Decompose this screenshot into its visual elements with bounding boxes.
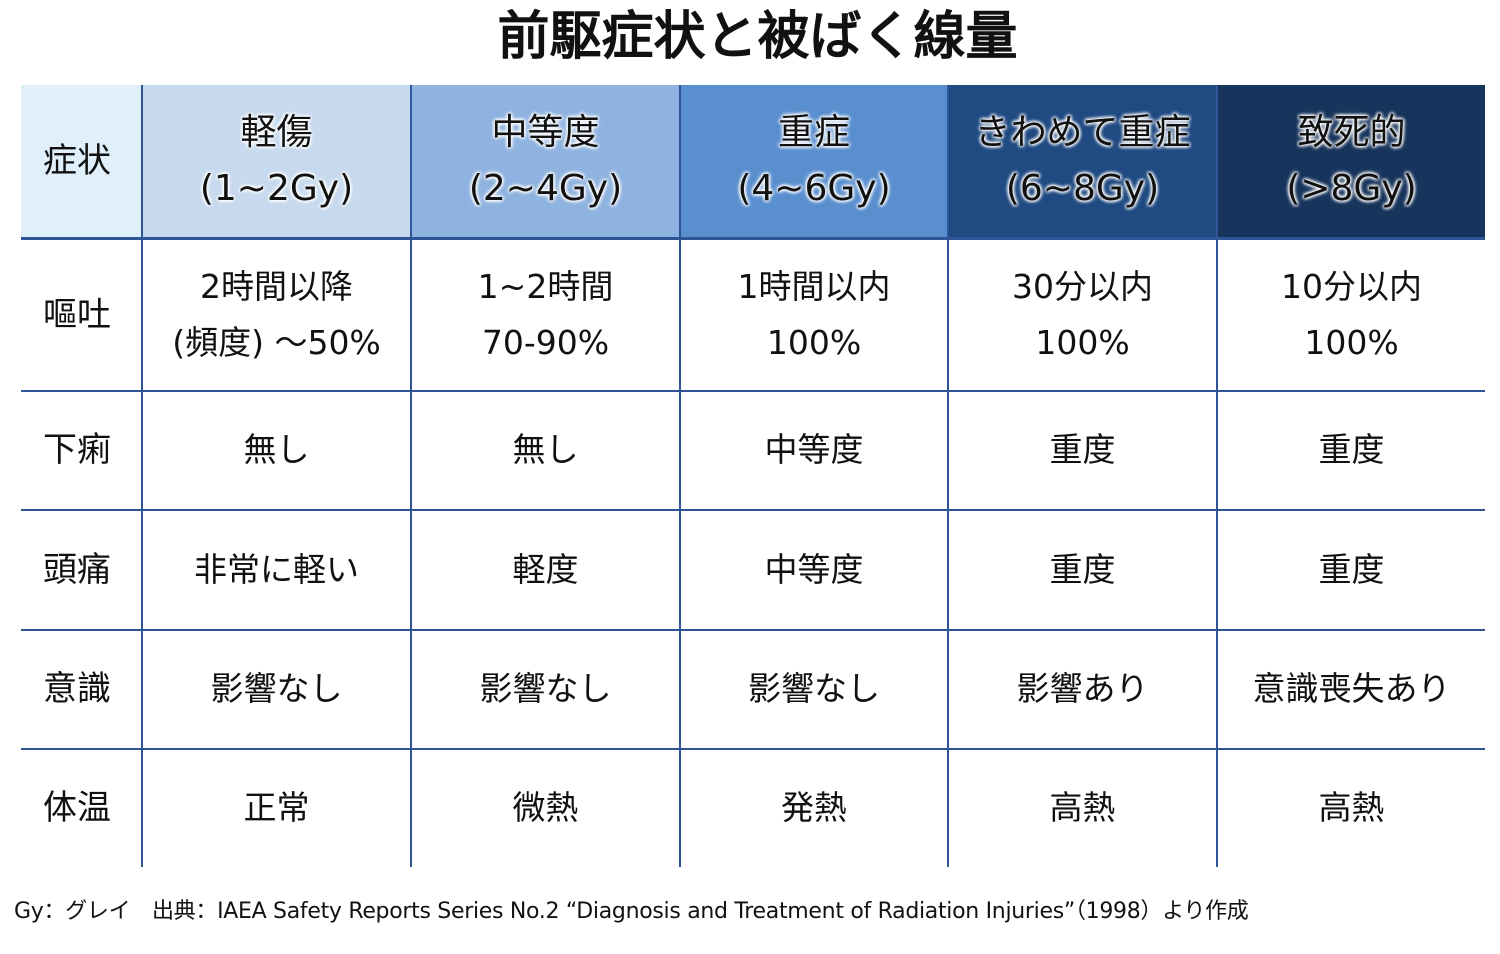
table-cell: 意識喪失あり [1216,628,1485,749]
cell-text: (頻度) ～50% [172,322,381,362]
cell-text: 100% [1035,322,1130,362]
row-label: 頭痛 [21,508,142,630]
cell-text: 重度 [1049,549,1116,589]
row-label: 嘔吐 [21,237,142,391]
severity-name: 軽傷 [240,112,313,153]
table-cell: 10分以内 100% [1216,237,1485,391]
cell-text: 重度 [1318,430,1385,469]
table-cell: 微熱 [410,747,680,867]
table-cell: 高熱 [947,747,1217,867]
table-row: 嘔吐 2時間以降 (頻度) ～50% 1~2時間 70-90% 1時間以内 100% 30分以… [21,237,1485,391]
cell-text: 100% [766,322,862,362]
table-cell: 中等度 [679,508,948,630]
cell-text: 非常に軽い [194,549,359,589]
table-cell: 2時間以降 (頻度) ～50% [141,237,411,391]
cell-text: 重度 [1318,549,1385,589]
header-severity: 致死的 (>8Gy) [1216,85,1485,240]
dose-range: (6~8Gy) [1005,168,1160,209]
cell-text: 影響あり [1016,669,1149,708]
cell-text: 中等度 [764,549,864,589]
header-row: 症状 軽傷 (1~2Gy) 中等度 (2~4Gy) 重症 (4~6Gy) きわめて重症… [21,85,1485,240]
table-row: 意識 影響なし 影響なし 影響なし 影響あり 意識喪失あり [21,628,1485,749]
table-row: 体温 正常 微熱 発熱 高熱 高熱 [21,747,1485,867]
cell-text: 高熱 [1318,788,1385,827]
cell-text: 無し [243,430,310,469]
table-cell: 影響なし [679,628,948,749]
header-corner: 症状 [21,85,142,240]
cell-text: 10分以内 [1281,266,1422,306]
table-cell: 高熱 [1216,747,1485,867]
cell-text: 正常 [243,788,310,827]
row-label: 体温 [21,747,142,867]
table-cell: 無し [141,389,411,510]
table-cell: 影響あり [947,628,1217,749]
cell-text: 意識喪失あり [1252,669,1451,708]
cell-text: 70-90% [481,322,610,362]
table-cell: 軽度 [410,508,680,630]
cell-text: 高熱 [1049,788,1116,827]
header-severity: きわめて重症 (6~8Gy) [947,85,1217,240]
cell-text: 微熱 [512,788,579,827]
cell-text: 影響なし [479,669,612,708]
cell-text: 影響なし [748,669,880,708]
cell-text: 無し [512,430,579,469]
cell-text: 軽度 [512,549,579,589]
header-severity: 中等度 (2~4Gy) [410,85,680,240]
table-cell: 重度 [1216,389,1485,510]
page-title: 前駆症状と被ばく線量 [497,7,1018,67]
table-cell: 正常 [141,747,411,867]
dose-range: (>8Gy) [1286,168,1417,209]
source-note: Gy：グレイ 出典：IAEA Safety Reports Series No.… [14,899,1249,924]
cell-text: 30分以内 [1012,266,1153,306]
header-severity: 軽傷 (1~2Gy) [141,85,411,240]
row-label: 下痢 [21,389,142,510]
header-severity: 重症 (4~6Gy) [679,85,948,240]
table-cell: 影響なし [410,628,680,749]
cell-text: 100% [1304,322,1399,362]
cell-text: 影響なし [210,669,343,708]
table-cell: 非常に軽い [141,508,411,630]
severity-name: 重症 [777,112,850,153]
cell-text: 重度 [1049,430,1116,469]
dose-range: (1~2Gy) [199,168,354,209]
cell-text: 1時間以内 [737,266,891,306]
cell-text: 発熱 [781,788,847,827]
table-cell: 1~2時間 70-90% [410,237,680,391]
cell-text: 中等度 [764,430,864,469]
dose-range: (2~4Gy) [468,168,623,209]
severity-name: きわめて重症 [974,112,1191,153]
severity-name: 致死的 [1297,112,1406,153]
table-cell: 重度 [947,508,1217,630]
severity-name: 中等度 [491,112,600,153]
symptom-dose-table: 症状 軽傷 (1~2Gy) 中等度 (2~4Gy) 重症 (4~6Gy) きわめて重症… [21,85,1485,867]
cell-text: 1~2時間 [477,266,614,306]
dose-range: (4~6Gy) [737,168,891,209]
table-cell: 影響なし [141,628,411,749]
table-row: 頭痛 非常に軽い 軽度 中等度 重度 重度 [21,508,1485,630]
table-cell: 発熱 [679,747,948,867]
table-cell: 1時間以内 100% [679,237,948,391]
table-cell: 中等度 [679,389,948,510]
table-cell: 重度 [947,389,1217,510]
row-label: 意識 [21,628,142,749]
table-row: 下痢 無し 無し 中等度 重度 重度 [21,389,1485,510]
cell-text: 2時間以降 [200,266,353,306]
table-cell: 重度 [1216,508,1485,630]
table-cell: 30分以内 100% [947,237,1217,391]
table-cell: 無し [410,389,680,510]
